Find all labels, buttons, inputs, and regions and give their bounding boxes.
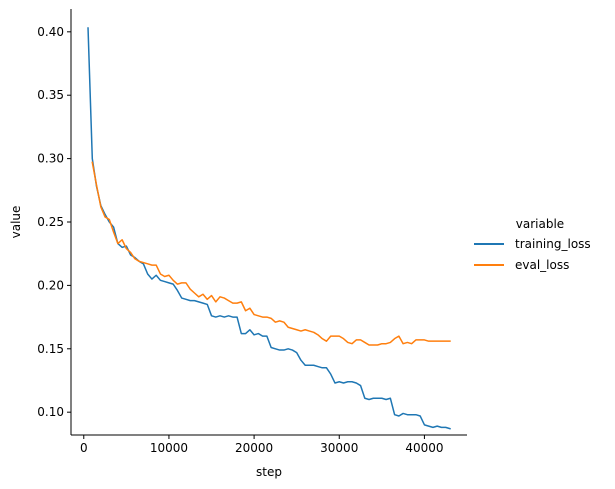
y-tick-label: 0.15 bbox=[37, 342, 64, 356]
x-axis-label: step bbox=[256, 465, 282, 479]
legend-title: variable bbox=[516, 217, 564, 231]
x-tick-label: 10000 bbox=[150, 441, 188, 455]
y-tick-label: 0.30 bbox=[37, 152, 64, 166]
y-tick-label: 0.10 bbox=[37, 405, 64, 419]
x-tick-label: 40000 bbox=[405, 441, 443, 455]
legend: variable training_loss eval_loss bbox=[474, 217, 591, 272]
legend-label: training_loss bbox=[515, 237, 591, 251]
legend-label: eval_loss bbox=[515, 258, 569, 272]
y-tick-label: 0.25 bbox=[37, 215, 64, 229]
training-loss-line bbox=[87, 27, 451, 430]
y-ticks: 0.10 0.15 0.20 0.25 0.30 0.35 0.40 bbox=[37, 25, 71, 419]
x-ticks: 0 10000 20000 30000 40000 bbox=[80, 435, 444, 455]
y-axis-label: value bbox=[9, 206, 23, 239]
y-tick-label: 0.40 bbox=[37, 25, 64, 39]
x-tick-label: 30000 bbox=[320, 441, 358, 455]
y-tick-label: 0.35 bbox=[37, 88, 64, 102]
series-layer bbox=[87, 27, 451, 430]
y-tick-label: 0.20 bbox=[37, 278, 64, 292]
eval-loss-line bbox=[91, 161, 451, 346]
x-tick-label: 20000 bbox=[235, 441, 273, 455]
x-tick-label: 0 bbox=[80, 441, 88, 455]
